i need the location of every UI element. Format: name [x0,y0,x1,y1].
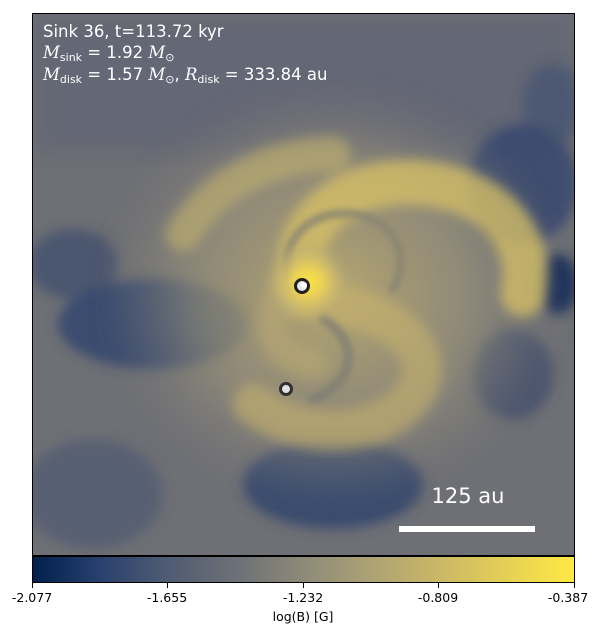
field-map-panel: Sink 36, t=113.72 kyr Msink = 1.92 M⊙ Md… [32,13,575,556]
colorbar-tick-label: -1.232 [282,590,324,605]
scale-bar [399,526,535,532]
colorbar-label: log(B) [G] [272,609,334,624]
colorbar-tick [574,583,575,588]
colorbar-tick [167,583,168,588]
scale-bar-label: 125 au [431,484,505,508]
colorbar-tick-label: -0.809 [417,590,459,605]
colorbar [32,556,575,583]
sink-mass-label: Msink = 1.92 M⊙ [43,43,175,64]
colorbar-tick-label: -0.387 [547,590,589,605]
sink-particle-secondary [279,382,293,396]
sink-particle-primary [294,278,310,294]
magnetic-field-map [33,14,574,555]
colorbar-tick-label: -1.655 [146,590,188,605]
colorbar-tick [303,583,304,588]
disk-properties-label: Mdisk = 1.57 M⊙, Rdisk = 333.84 au [43,65,328,86]
colorbar-tick [438,583,439,588]
colorbar-tick-label: -2.077 [11,590,53,605]
sink-time-label: Sink 36, t=113.72 kyr [43,22,224,41]
colorbar-tick [32,583,33,588]
